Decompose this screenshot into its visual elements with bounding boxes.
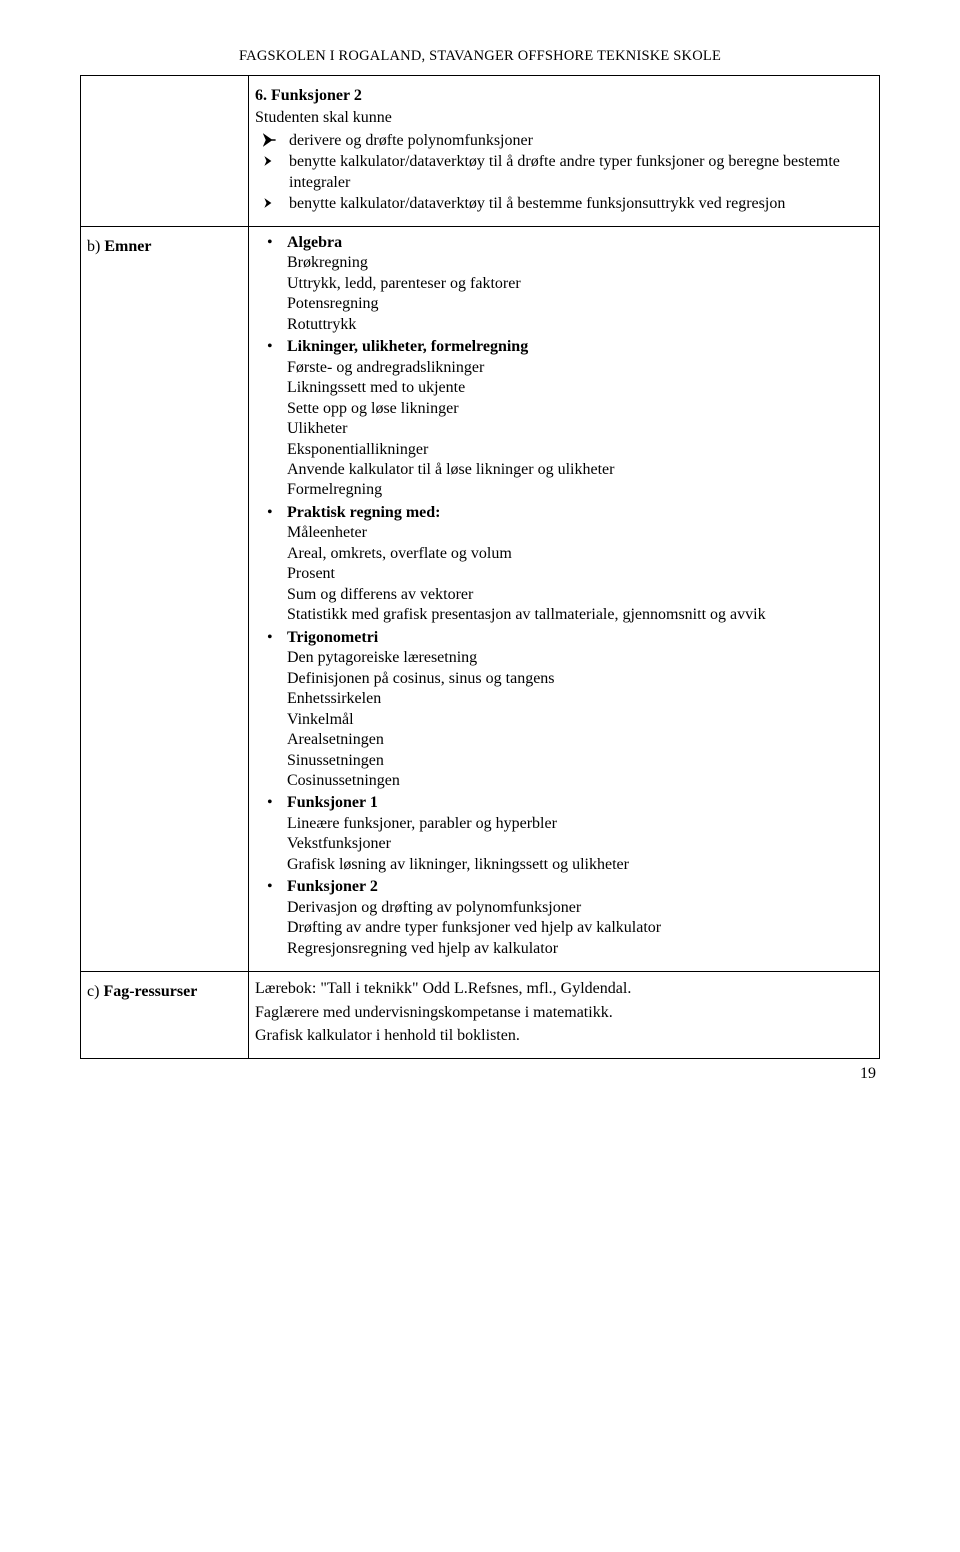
emner-subitem: Anvende kalkulator til å løse likninger … [287, 460, 873, 480]
row-b-prefix: b) [87, 238, 104, 255]
emner-subitem: Ulikheter [287, 419, 873, 439]
emner-subitems: Første- og andregradslikningerLikningsse… [287, 358, 873, 501]
emner-group: Funksjoner 1 Lineære funksjoner, parabler… [263, 793, 873, 875]
content-table: 6. Funksjoner 2 Studenten skal kunne der… [80, 75, 880, 1059]
row-label-empty [81, 76, 249, 227]
list-item: benytte kalkulator/dataverktøy til å drø… [263, 152, 873, 193]
emner-subitems: BrøkregningUttrykk, ledd, parenteser og … [287, 253, 873, 335]
emner-group: Funksjoner 2 Derivasjon og drøfting av po… [263, 877, 873, 959]
document-page: FAGSKOLEN I ROGALAND, STAVANGER OFFSHORE… [0, 0, 960, 1123]
emner-subitem: Statistikk med grafisk presentasjon av t… [287, 605, 873, 625]
section6-cell: 6. Funksjoner 2 Studenten skal kunne der… [249, 76, 880, 227]
list-item: derivere og drøfte polynomfunksjoner [263, 131, 873, 151]
emner-subitem: Eksponentiallikninger [287, 440, 873, 460]
emner-subitem: Brøkregning [287, 253, 873, 273]
arrow-item-text: derivere og drøfte polynomfunksjoner [289, 132, 533, 149]
emner-subitem: Uttrykk, ledd, parenteser og faktorer [287, 274, 873, 294]
emner-subitems: Lineære funksjoner, parabler og hyperble… [287, 814, 873, 875]
emner-subitem: Måleenheter [287, 523, 873, 543]
emner-group: Praktisk regning med: MåleenheterAreal, o… [263, 503, 873, 626]
row-c-label: c) Fag-ressurser [87, 982, 242, 1002]
emner-subitem: Sette opp og løse likninger [287, 399, 873, 419]
row-c-prefix: c) [87, 983, 103, 1000]
arrow-item-text: benytte kalkulator/dataverktøy til å bes… [289, 195, 785, 212]
section6-arrow-list: derivere og drøfte polynomfunksjoner ben… [263, 131, 873, 215]
row-c-bold: Fag-ressurser [103, 983, 197, 1000]
resource-line: Lærebok: "Tall i teknikk" Odd L.Refsnes,… [255, 979, 873, 999]
emner-subitem: Potensregning [287, 294, 873, 314]
emner-subitem: Drøfting av andre typer funksjoner ved h… [287, 918, 873, 938]
emner-subitems: MåleenheterAreal, omkrets, overflate og … [287, 523, 873, 625]
emner-subitem: Den pytagoreiske læresetning [287, 648, 873, 668]
row-b-content: Algebra BrøkregningUttrykk, ledd, parente… [249, 226, 880, 971]
emner-subitem: Regresjonsregning ved hjelp av kalkulato… [287, 939, 873, 959]
emner-subitem: Cosinussetningen [287, 771, 873, 791]
list-item: benytte kalkulator/dataverktøy til å bes… [263, 194, 873, 214]
emner-group: Algebra BrøkregningUttrykk, ledd, parente… [263, 233, 873, 335]
emner-group-title: Funksjoner 1 [287, 794, 378, 811]
emner-group: Likninger, ulikheter, formelregning Først… [263, 337, 873, 501]
emner-subitems: Den pytagoreiske læresetningDefinisjonen… [287, 648, 873, 791]
emner-subitem: Areal, omkrets, overflate og volum [287, 544, 873, 564]
emner-subitem: Arealsetningen [287, 730, 873, 750]
emner-subitem: Enhetssirkelen [287, 689, 873, 709]
resource-line: Grafisk kalkulator i henhold til boklist… [255, 1026, 873, 1046]
arrow-icon [263, 154, 277, 168]
emner-group: Trigonometri Den pytagoreiske læresetning… [263, 628, 873, 792]
page-number: 19 [80, 1065, 880, 1083]
emner-subitem: Sinussetningen [287, 751, 873, 771]
row-b-label-cell: b) Emner [81, 226, 249, 971]
emner-group-title: Trigonometri [287, 629, 378, 646]
emner-subitem: Likningssett med to ukjente [287, 378, 873, 398]
table-row: b) Emner Algebra BrøkregningUttrykk, ledd… [81, 226, 880, 971]
emner-subitem: Første- og andregradslikninger [287, 358, 873, 378]
emner-subitem: Definisjonen på cosinus, sinus og tangen… [287, 669, 873, 689]
arrow-icon [263, 133, 277, 147]
emner-subitems: Derivasjon og drøfting av polynomfunksjo… [287, 898, 873, 959]
section6-title: 6. Funksjoner 2 [255, 86, 873, 106]
emner-bullet-list: Algebra BrøkregningUttrykk, ledd, parente… [263, 233, 873, 959]
emner-group-title: Funksjoner 2 [287, 878, 378, 895]
row-c-label-cell: c) Fag-ressurser [81, 972, 249, 1058]
row-c-content: Lærebok: "Tall i teknikk" Odd L.Refsnes,… [249, 972, 880, 1058]
emner-subitem: Vinkelmål [287, 710, 873, 730]
emner-subitem: Lineære funksjoner, parabler og hyperble… [287, 814, 873, 834]
emner-subitem: Vekstfunksjoner [287, 834, 873, 854]
section6-subtitle: Studenten skal kunne [255, 108, 873, 128]
emner-subitem: Grafisk løsning av likninger, likningsse… [287, 855, 873, 875]
emner-group-title: Likninger, ulikheter, formelregning [287, 338, 528, 355]
running-header: FAGSKOLEN I ROGALAND, STAVANGER OFFSHORE… [80, 48, 880, 65]
emner-subitem: Rotuttrykk [287, 315, 873, 335]
table-row: 6. Funksjoner 2 Studenten skal kunne der… [81, 76, 880, 227]
emner-subitem: Sum og differens av vektorer [287, 585, 873, 605]
arrow-icon [263, 196, 277, 210]
emner-subitem: Prosent [287, 564, 873, 584]
resource-line: Faglærere med undervisningskompetanse i … [255, 1003, 873, 1023]
emner-group-title: Algebra [287, 234, 342, 251]
emner-group-title: Praktisk regning med: [287, 504, 440, 521]
table-row: c) Fag-ressurser Lærebok: "Tall i teknik… [81, 972, 880, 1058]
row-b-bold: Emner [104, 238, 151, 255]
arrow-item-text: benytte kalkulator/dataverktøy til å drø… [289, 153, 840, 190]
emner-subitem: Formelregning [287, 480, 873, 500]
emner-subitem: Derivasjon og drøfting av polynomfunksjo… [287, 898, 873, 918]
row-b-label: b) Emner [87, 237, 242, 257]
